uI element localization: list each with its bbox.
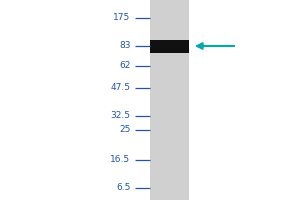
Text: 62: 62 — [119, 62, 130, 71]
Text: 25: 25 — [119, 126, 130, 134]
Text: 16.5: 16.5 — [110, 156, 130, 164]
Text: 175: 175 — [113, 14, 130, 22]
Text: 83: 83 — [119, 42, 130, 50]
Bar — [150, 40, 189, 52]
Text: 6.5: 6.5 — [116, 184, 130, 192]
Text: 32.5: 32.5 — [110, 112, 130, 120]
Text: 47.5: 47.5 — [110, 83, 130, 92]
Bar — [150, 0, 189, 200]
